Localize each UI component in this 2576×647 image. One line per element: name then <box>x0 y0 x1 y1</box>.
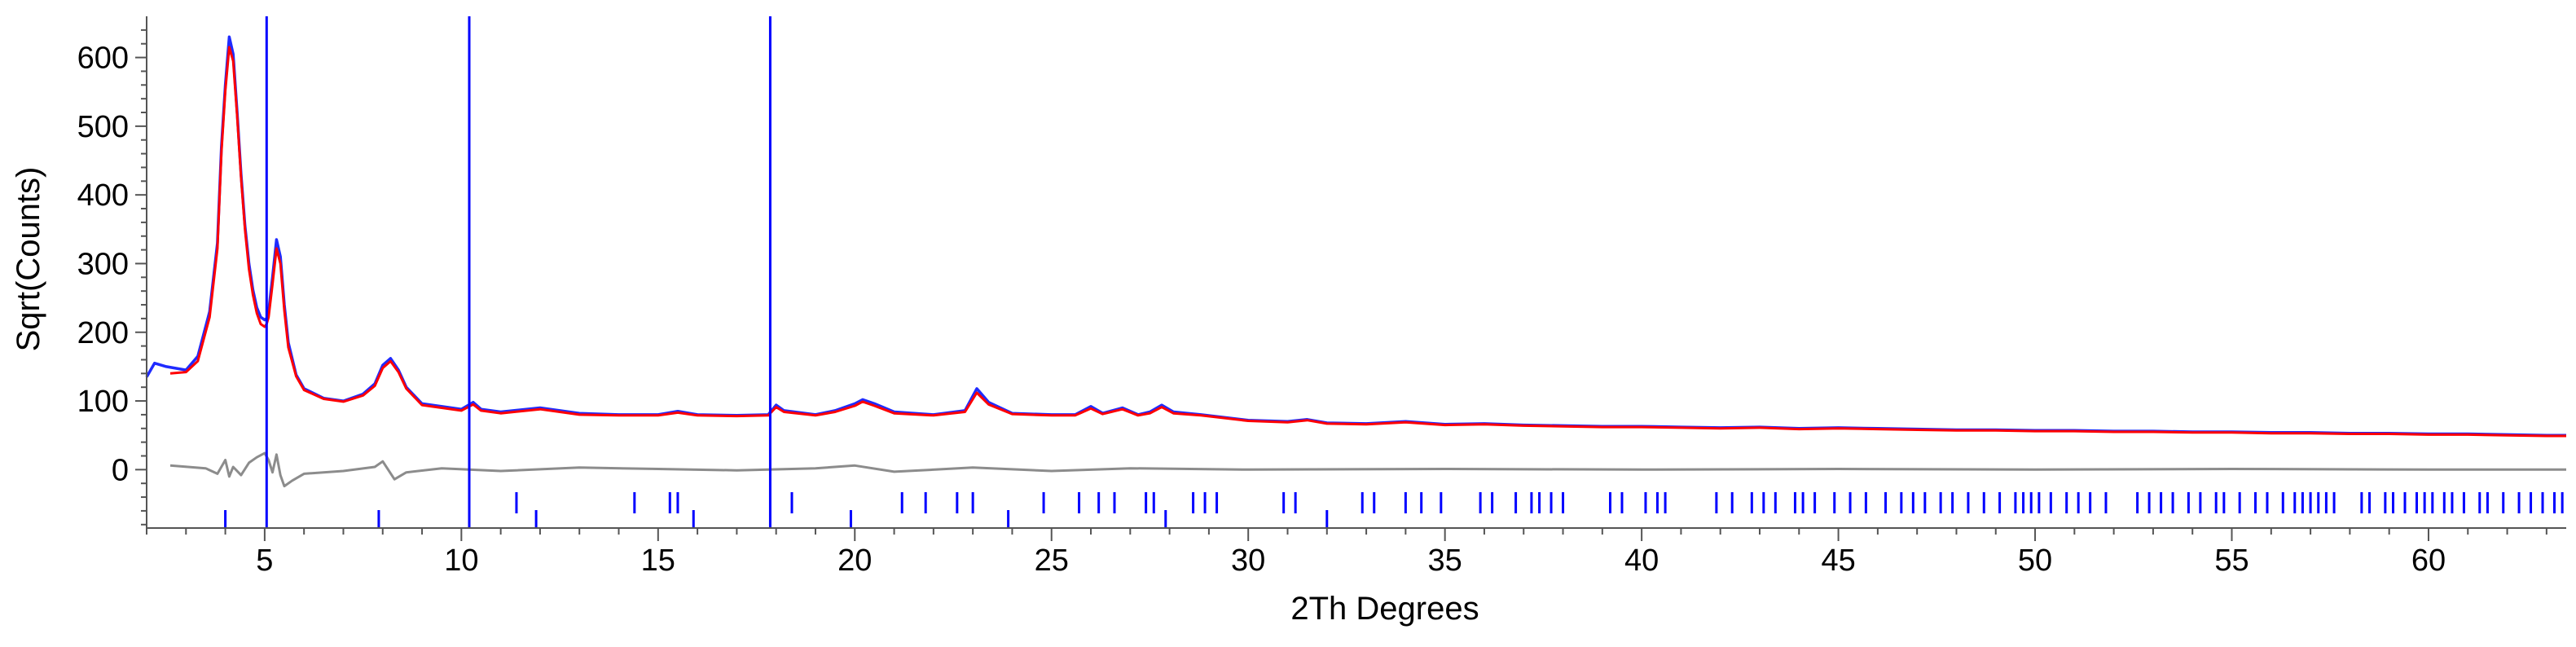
phase-2-reflection-markers <box>224 510 1329 528</box>
observed-series-line <box>145 35 2566 437</box>
vertical-marker-lines <box>265 16 771 528</box>
x-tick-label: 60 <box>2411 544 2446 578</box>
y-tick-label: 200 <box>77 316 129 350</box>
x-axis-title: 2Th Degrees <box>1290 591 1479 627</box>
phase-1-reflection-markers <box>515 492 2564 513</box>
x-tick-label: 55 <box>2214 544 2249 578</box>
x-tick-label: 5 <box>256 544 273 578</box>
x-tick-label: 15 <box>641 544 675 578</box>
x-axis-ticks: 5 10 15 20 25 30 35 40 45 50 55 60 <box>146 528 2547 578</box>
x-tick-label: 20 <box>837 544 872 578</box>
x-tick-label: 25 <box>1035 544 1069 578</box>
x-tick-label: 50 <box>2018 544 2052 578</box>
difference-series-line <box>169 451 2566 488</box>
plot-area <box>145 16 2566 528</box>
y-tick-label: 600 <box>77 42 129 76</box>
x-tick-label: 45 <box>1821 544 1855 578</box>
series-layer <box>145 35 2566 488</box>
y-tick-label: 400 <box>77 178 129 213</box>
y-axis-ticks: 0 100 200 300 400 500 600 <box>77 29 147 526</box>
y-axis-title: Sqrt(Counts) <box>11 167 46 352</box>
x-tick-label: 40 <box>1624 544 1659 578</box>
x-tick-label: 10 <box>444 544 478 578</box>
calculated-series-line <box>169 46 2566 438</box>
axes: 5 10 15 20 25 30 35 40 45 50 55 60 0 100 200 300 400 500… <box>77 16 2566 578</box>
y-tick-label: 300 <box>77 247 129 281</box>
y-tick-label: 100 <box>77 385 129 419</box>
y-tick-label: 0 <box>112 453 129 487</box>
x-tick-label: 30 <box>1231 544 1265 578</box>
y-tick-label: 500 <box>77 110 129 144</box>
x-tick-label: 35 <box>1428 544 1462 578</box>
